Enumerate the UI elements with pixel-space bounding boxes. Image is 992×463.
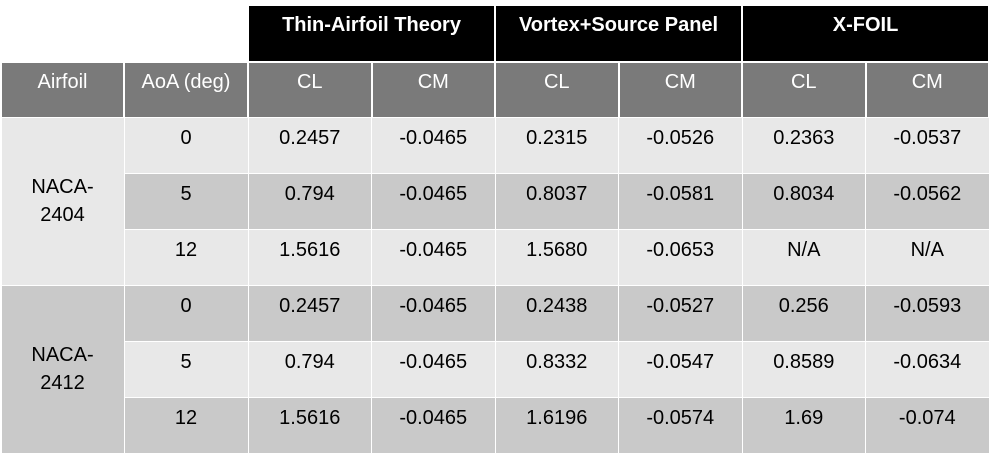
value-cell: N/A	[741, 228, 867, 286]
group-header-vortex-source-panel: Vortex+Source Panel	[494, 6, 744, 62]
value-cell: 0.2457	[247, 116, 372, 174]
value-cell: 1.5616	[247, 396, 372, 454]
value-cell: N/A	[865, 228, 990, 286]
value-cell: -0.0547	[618, 340, 743, 398]
value-cell: 0.8332	[494, 340, 620, 398]
value-cell: -0.0465	[371, 116, 496, 174]
value-cell: -0.0562	[865, 172, 990, 230]
value-cell: 0.8037	[494, 172, 620, 230]
value-cell: -0.0465	[371, 340, 496, 398]
value-cell: -0.0593	[865, 284, 990, 342]
table-row: 12 1.5616 -0.0465 1.6196 -0.0574 1.69 -0…	[1, 396, 990, 454]
column-header-cl: CL	[741, 61, 867, 117]
column-header-aoa: AoA (deg)	[123, 61, 249, 117]
column-header-cl: CL	[494, 61, 620, 117]
value-cell: 0.8589	[741, 340, 867, 398]
value-cell: 0.2315	[494, 116, 620, 174]
value-cell: 0.794	[247, 340, 372, 398]
table-row: 5 0.794 -0.0465 0.8332 -0.0547 0.8589 -0…	[1, 340, 990, 398]
table-row: 5 0.794 -0.0465 0.8037 -0.0581 0.8034 -0…	[1, 172, 990, 230]
value-cell: -0.0537	[865, 116, 990, 174]
aoa-cell: 5	[123, 172, 249, 230]
column-header-cm: CM	[617, 61, 744, 117]
column-header-cm: CM	[864, 61, 991, 117]
value-cell: -0.074	[865, 396, 990, 454]
table-row: 12 1.5616 -0.0465 1.5680 -0.0653 N/A N/A	[1, 228, 990, 286]
group-header-row: Thin-Airfoil Theory Vortex+Source Panel …	[1, 6, 991, 62]
value-cell: 0.794	[247, 172, 372, 230]
table-row: NACA- 2404 0 0.2457 -0.0465 0.2315 -0.05…	[0, 116, 990, 286]
table-row: NACA- 2412 0 0.2457 -0.0465 0.2438 -0.05…	[0, 284, 990, 454]
column-header-cm: CM	[370, 61, 497, 117]
airfoil-name: NACA- 2412	[31, 344, 94, 394]
value-cell: 0.2457	[247, 284, 372, 342]
value-cell: 0.8034	[741, 172, 867, 230]
group-header-thin-airfoil: Thin-Airfoil Theory	[246, 6, 497, 62]
value-cell: 0.2363	[741, 116, 867, 174]
value-cell: -0.0465	[371, 396, 496, 454]
value-cell: -0.0574	[618, 396, 743, 454]
value-cell: -0.0526	[618, 116, 743, 174]
airfoil-results-table: Thin-Airfoil Theory Vortex+Source Panel …	[0, 6, 991, 454]
value-cell: 1.5680	[494, 228, 620, 286]
aoa-cell: 0	[123, 284, 249, 342]
value-cell: -0.0465	[371, 228, 496, 286]
column-header-row: Airfoil AoA (deg) CL CM CL CM CL CM	[0, 61, 991, 117]
column-header-airfoil: Airfoil	[0, 61, 125, 117]
aoa-cell: 0	[123, 116, 249, 174]
group-header-blank	[1, 6, 248, 62]
value-cell: 1.6196	[494, 396, 620, 454]
value-cell: 0.2438	[494, 284, 620, 342]
airfoil-name-cell: NACA- 2404	[0, 116, 125, 286]
airfoil-name: NACA- 2404	[31, 176, 94, 226]
group-header-xfoil: X-FOIL	[741, 6, 991, 62]
value-cell: 1.5616	[247, 228, 372, 286]
aoa-cell: 5	[123, 340, 249, 398]
value-cell: -0.0527	[618, 284, 743, 342]
value-cell: -0.0634	[865, 340, 990, 398]
aoa-cell: 12	[123, 228, 249, 286]
value-cell: -0.0581	[618, 172, 743, 230]
aoa-cell: 12	[123, 396, 249, 454]
value-cell: 0.256	[741, 284, 867, 342]
value-cell: -0.0465	[371, 172, 496, 230]
value-cell: -0.0653	[618, 228, 743, 286]
column-header-cl: CL	[247, 61, 373, 117]
airfoil-name-cell: NACA- 2412	[0, 284, 125, 454]
value-cell: -0.0465	[371, 284, 496, 342]
value-cell: 1.69	[741, 396, 867, 454]
